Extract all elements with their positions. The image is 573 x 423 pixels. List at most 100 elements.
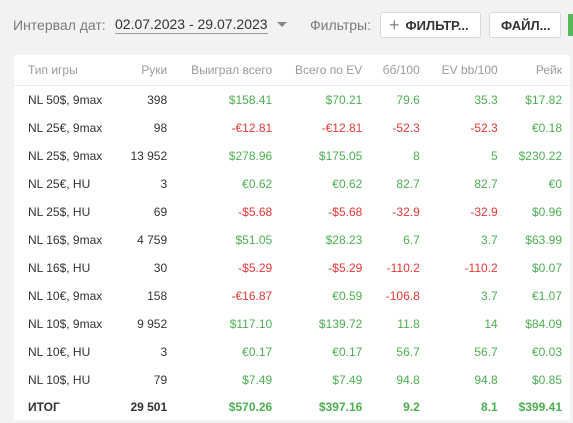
- cell-ev-bb100: 82.7: [474, 177, 498, 191]
- cell-ev-bb100: 3.7: [481, 289, 498, 303]
- cell-ev-total: -€12.81: [321, 121, 363, 135]
- column-header-ev-total[interactable]: Всего по EV: [280, 55, 371, 86]
- cell-ev-bb100: 94.8: [474, 373, 498, 387]
- cell-hands: 98: [153, 121, 168, 135]
- date-interval-label: Интервал дат:: [13, 17, 106, 33]
- cell-won-total: $158.41: [228, 93, 273, 107]
- file-button-label: ФАЙЛ...: [501, 17, 551, 33]
- column-header-hands[interactable]: Руки: [118, 55, 176, 86]
- cell-ev-total: $7.49: [332, 373, 363, 387]
- cell-ev-total: €0.62: [332, 177, 363, 191]
- total-ev-total: $397.16: [318, 400, 363, 414]
- total-bb100: 9.2: [403, 400, 420, 414]
- table-row[interactable]: NL 50$, 9max 398 $158.41 $70.21 79.6 35.3 $17.…: [14, 86, 570, 115]
- table-header-row: Тип игры Руки Выиграл всего Всего по EV бб/1…: [14, 55, 570, 86]
- cell-bb100: 79.6: [396, 93, 420, 107]
- table-row[interactable]: NL 25$, 9max 13 952 $278.96 $175.05 8 5 $230.2…: [14, 142, 570, 170]
- cell-ev-bb100: 56.7: [474, 345, 498, 359]
- table-row[interactable]: NL 10€, 9max 158 -€16.87 €0.59 -106.8 3.7 €1.0…: [14, 282, 570, 310]
- cell-hands: 30: [153, 261, 168, 275]
- cell-ev-bb100: -110.2: [464, 261, 498, 275]
- cell-game-type: NL 10€, HU: [28, 345, 91, 359]
- cell-rake: €0.03: [531, 345, 562, 359]
- cell-ev-total: $28.23: [325, 233, 363, 247]
- table-row[interactable]: NL 10$, 9max 9 952 $117.10 $139.72 11.8 14 $84…: [14, 310, 570, 338]
- cell-hands: 4 759: [137, 233, 168, 247]
- cell-won-total: -€12.81: [231, 121, 273, 135]
- cell-game-type: NL 16$, 9max: [28, 233, 103, 247]
- column-header-rake[interactable]: Рейк: [505, 55, 570, 86]
- stats-table: Тип игры Руки Выиграл всего Всего по EV бб/1…: [14, 55, 570, 420]
- cell-bb100: 82.7: [396, 177, 420, 191]
- table-row[interactable]: NL 25€, 9max 98 -€12.81 -€12.81 -52.3 -52.3 €0…: [14, 114, 570, 142]
- cell-rake: $17.82: [525, 93, 562, 107]
- cell-rake: $0.07: [531, 261, 562, 275]
- plus-icon: +: [389, 15, 400, 35]
- table-row[interactable]: NL 16$, 9max 4 759 $51.05 $28.23 6.7 3.7 $63.9…: [14, 226, 570, 254]
- cell-rake: $0.96: [531, 205, 562, 219]
- cell-ev-bb100: 5: [491, 149, 498, 163]
- cell-hands: 9 952: [137, 317, 168, 331]
- cell-game-type: NL 50$, 9max: [28, 93, 103, 107]
- cell-game-type: NL 25€, 9max: [28, 121, 103, 135]
- cell-game-type: NL 10€, 9max: [28, 289, 103, 303]
- table-row[interactable]: NL 25$, HU 69 -$5.68 -$5.68 -32.9 -32.9 $0.96: [14, 198, 570, 226]
- accent-strip: [568, 14, 573, 36]
- total-ev-bb100: 8.1: [481, 400, 498, 414]
- column-header-bb100[interactable]: бб/100: [370, 55, 428, 86]
- column-header-won-total[interactable]: Выиграл всего: [175, 55, 281, 86]
- date-range-select[interactable]: 02.07.2023 - 29.07.2023: [115, 16, 268, 34]
- total-game-type: ИТОГ: [28, 400, 60, 414]
- cell-bb100: -32.9: [392, 205, 420, 219]
- cell-ev-total: €0.59: [332, 289, 363, 303]
- cell-bb100: -110.2: [386, 261, 420, 275]
- column-header-game-type[interactable]: Тип игры: [14, 55, 119, 86]
- table-row[interactable]: NL 25€, HU 3 €0.62 €0.62 82.7 82.7 €0: [14, 170, 570, 198]
- cell-ev-total: $175.05: [318, 149, 363, 163]
- cell-rake: $63.99: [525, 233, 562, 247]
- cell-rake: $230.22: [518, 149, 562, 163]
- cell-ev-total: -$5.29: [328, 261, 363, 275]
- cell-bb100: -106.8: [385, 289, 420, 303]
- table-row[interactable]: NL 10$, HU 79 $7.49 $7.49 94.8 94.8 $0.85: [14, 366, 570, 394]
- cell-game-type: NL 10$, HU: [28, 373, 91, 387]
- toolbar: Интервал дат: 02.07.2023 - 29.07.2023 Фи…: [0, 0, 573, 52]
- cell-game-type: NL 10$, 9max: [28, 317, 103, 331]
- filter-button[interactable]: + ФИЛЬТР...: [380, 12, 481, 38]
- cell-bb100: 8: [413, 149, 420, 163]
- column-header-ev-bb100[interactable]: EV bb/100: [427, 55, 506, 86]
- cell-won-total: -€16.87: [231, 289, 273, 303]
- total-row: ИТОГ 29 501 $570.26 $397.16 9.2 8.1 $399.41: [14, 394, 570, 420]
- cell-won-total: $51.05: [235, 233, 273, 247]
- cell-rake: $0.85: [531, 373, 562, 387]
- file-button[interactable]: ФАЙЛ...: [489, 12, 561, 38]
- cell-game-type: NL 25$, 9max: [28, 149, 103, 163]
- cell-won-total: €0.17: [242, 345, 273, 359]
- stats-panel: Тип игры Руки Выиграл всего Всего по EV бб/1…: [14, 55, 570, 420]
- cell-won-total: $7.49: [242, 373, 273, 387]
- cell-ev-total: €0.17: [332, 345, 363, 359]
- cell-bb100: 94.8: [396, 373, 420, 387]
- cell-hands: 3: [160, 177, 168, 191]
- cell-won-total: €0.62: [242, 177, 273, 191]
- cell-ev-bb100: -52.3: [470, 121, 498, 135]
- table-row[interactable]: NL 10€, HU 3 €0.17 €0.17 56.7 56.7 €0.03: [14, 338, 570, 366]
- cell-game-type: NL 25€, HU: [28, 177, 91, 191]
- chevron-down-icon[interactable]: [277, 22, 287, 27]
- cell-hands: 13 952: [130, 149, 168, 163]
- cell-ev-total: $70.21: [325, 93, 363, 107]
- cell-game-type: NL 16$, HU: [28, 261, 91, 275]
- total-hands: 29 501: [130, 400, 168, 414]
- cell-ev-bb100: 3.7: [481, 233, 498, 247]
- cell-hands: 3: [160, 345, 168, 359]
- cell-hands: 158: [147, 289, 168, 303]
- cell-rake: €0.18: [531, 121, 562, 135]
- table-row[interactable]: NL 16$, HU 30 -$5.29 -$5.29 -110.2 -110.2 $0.0…: [14, 254, 570, 282]
- cell-rake: €0: [548, 177, 562, 191]
- cell-ev-bb100: 14: [484, 317, 498, 331]
- cell-bb100: 11.8: [397, 317, 420, 331]
- total-rake: $399.41: [518, 400, 562, 414]
- cell-hands: 79: [153, 373, 168, 387]
- total-won-total: $570.26: [228, 400, 273, 414]
- cell-won-total: -$5.29: [238, 261, 273, 275]
